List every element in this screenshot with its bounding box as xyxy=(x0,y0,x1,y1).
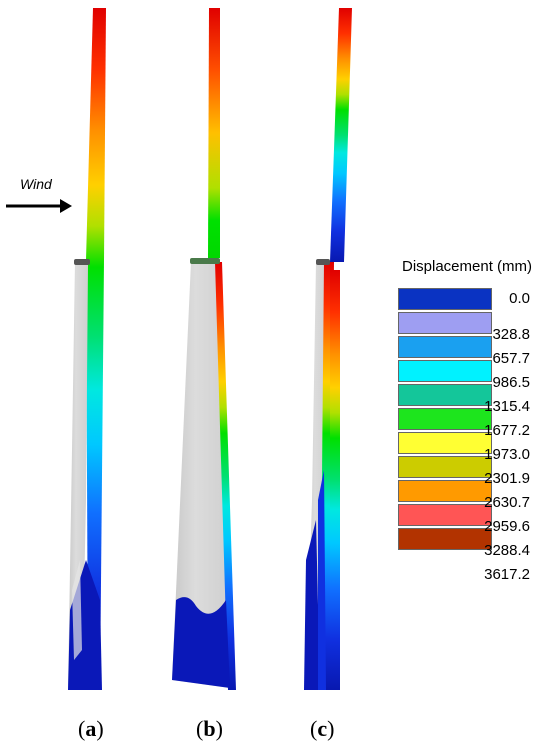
legend-swatch xyxy=(398,456,492,478)
legend-value: 986.5 xyxy=(492,374,530,391)
panel-c-tower xyxy=(330,8,352,262)
legend-value: 2959.6 xyxy=(484,518,530,535)
legend-value: 2301.9 xyxy=(484,470,530,487)
legend-value: 1677.2 xyxy=(484,422,530,439)
legend-value: 0.0 xyxy=(509,290,530,307)
legend-value: 657.7 xyxy=(492,350,530,367)
panel-c-blade xyxy=(304,8,352,690)
panel-b-label: (b) xyxy=(196,716,223,741)
legend-title: Displacement (mm) xyxy=(402,258,533,275)
legend-value: 3288.4 xyxy=(484,542,530,559)
legend-swatch xyxy=(398,336,492,358)
legend-swatch xyxy=(398,288,492,310)
panel-b-grey-face xyxy=(172,262,230,688)
legend-swatch xyxy=(398,408,492,430)
panel-a-blade xyxy=(68,8,106,690)
legend-swatch xyxy=(398,432,492,454)
panel-b-blade xyxy=(172,8,236,690)
panel-b-blue-base xyxy=(172,597,230,688)
panel-c-label: (c) xyxy=(310,716,335,741)
legend-value: 3617.2 xyxy=(484,566,530,583)
wind-label: Wind xyxy=(20,176,52,192)
panel-a-tower xyxy=(86,8,106,690)
legend-value: 1973.0 xyxy=(484,446,530,463)
legend-swatch xyxy=(398,312,492,334)
legend-value: 1315.4 xyxy=(484,398,530,415)
legend-swatch xyxy=(398,528,492,550)
legend-value: 328.8 xyxy=(492,326,530,343)
legend-swatch xyxy=(398,384,492,406)
legend-swatch xyxy=(398,504,492,526)
legend-swatch xyxy=(398,360,492,382)
panel-a-label: (a) xyxy=(78,716,104,741)
legend-swatch xyxy=(398,480,492,502)
wind-arrow xyxy=(6,199,72,213)
panel-b-tower xyxy=(208,8,220,258)
legend-value: 2630.7 xyxy=(484,494,530,511)
